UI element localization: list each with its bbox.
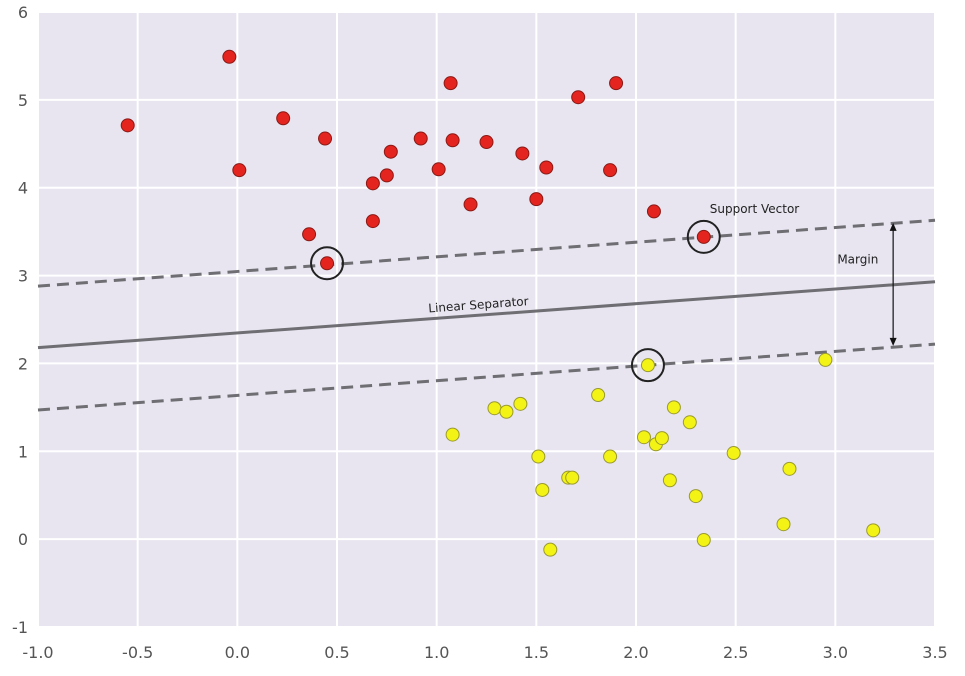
red-data-point — [445, 133, 460, 148]
yellow-data-point — [662, 473, 677, 488]
yellow-data-point — [726, 446, 741, 461]
margin-arrow-head-bottom — [889, 337, 897, 346]
y-tick-label: 0 — [18, 530, 28, 549]
y-tick-label: 4 — [18, 179, 28, 198]
red-data-point — [320, 256, 335, 271]
red-data-point — [222, 49, 237, 64]
red-data-point — [603, 163, 618, 178]
yellow-data-point — [565, 470, 580, 485]
y-tick-label: 3 — [18, 267, 28, 286]
yellow-data-point — [654, 431, 669, 446]
support-vector-ring — [310, 246, 345, 281]
yellow-data-point — [543, 542, 558, 557]
yellow-data-point — [445, 427, 460, 442]
yellow-data-point — [776, 517, 791, 532]
y-tick-label: 1 — [18, 442, 28, 461]
yellow-data-point — [640, 358, 655, 373]
red-data-point — [232, 163, 247, 178]
y-tick-label: -1 — [12, 618, 28, 637]
yellow-data-point — [535, 482, 550, 497]
x-tick-label: 3.5 — [922, 643, 947, 662]
y-axis-ticks: -1 0 1 2 3 4 5 6 — [12, 3, 28, 637]
red-data-point — [379, 168, 394, 183]
plot-area-background — [38, 12, 935, 627]
y-tick-label: 2 — [18, 354, 28, 373]
margin-arrow — [889, 222, 897, 346]
linear-separator-line — [37, 280, 936, 350]
red-data-point — [365, 176, 380, 191]
yellow-data-point — [603, 449, 618, 464]
yellow-data-point — [636, 430, 651, 445]
x-tick-label: -0.5 — [122, 643, 153, 662]
x-tick-label: 2.5 — [723, 643, 748, 662]
yellow-data-point — [866, 523, 881, 538]
red-data-point — [443, 76, 458, 91]
red-data-point — [646, 204, 661, 219]
yellow-data-point — [666, 400, 681, 415]
upper-margin-line — [37, 218, 936, 288]
x-tick-label: 1.0 — [424, 643, 449, 662]
red-data-point — [539, 160, 554, 175]
red-data-point — [515, 146, 530, 161]
x-tick-label: -1.0 — [22, 643, 53, 662]
yellow-data-point — [591, 388, 606, 403]
yellow-data-point — [696, 533, 711, 548]
red-data-point — [479, 135, 494, 150]
x-tick-label: 2.0 — [623, 643, 648, 662]
support-vector-circles — [310, 219, 721, 383]
yellow-data-point — [818, 352, 833, 367]
margin-arrow-head-top — [889, 222, 897, 231]
yellow-data-point — [688, 489, 703, 504]
support-vector-ring — [686, 219, 721, 254]
red-data-point — [696, 229, 711, 244]
red-data-point — [383, 144, 398, 159]
red-data-point — [609, 76, 624, 91]
y-tick-label: 5 — [18, 91, 28, 110]
red-data-point — [276, 111, 291, 126]
red-data-point — [365, 214, 380, 229]
yellow-data-point — [682, 415, 697, 430]
margin-label: Margin — [837, 252, 878, 266]
data-points — [120, 49, 881, 557]
separator-lines — [37, 218, 936, 412]
grid-lines — [37, 11, 936, 628]
yellow-data-point — [782, 461, 797, 476]
x-axis-ticks: -1.0 -0.5 0.0 0.5 1.0 1.5 2.0 2.5 3.0 3.5 — [22, 643, 947, 662]
red-data-point — [431, 162, 446, 177]
x-tick-label: 1.5 — [524, 643, 549, 662]
support-vector-ring — [630, 348, 665, 383]
yellow-data-point — [499, 404, 514, 419]
red-data-point — [318, 131, 333, 146]
support-vector-label: Support Vector — [710, 202, 800, 216]
red-data-point — [302, 227, 317, 242]
red-data-point — [529, 192, 544, 207]
red-data-point — [571, 90, 586, 105]
y-tick-label: 6 — [18, 3, 28, 22]
x-tick-label: 0.5 — [324, 643, 349, 662]
x-tick-label: 0.0 — [225, 643, 250, 662]
x-tick-label: 3.0 — [823, 643, 848, 662]
lower-margin-line — [37, 342, 936, 412]
yellow-data-point — [531, 449, 546, 464]
red-data-point — [463, 197, 478, 212]
red-data-point — [413, 131, 428, 146]
red-data-point — [120, 118, 135, 133]
yellow-data-point — [513, 396, 528, 411]
yellow-data-point — [487, 401, 502, 416]
